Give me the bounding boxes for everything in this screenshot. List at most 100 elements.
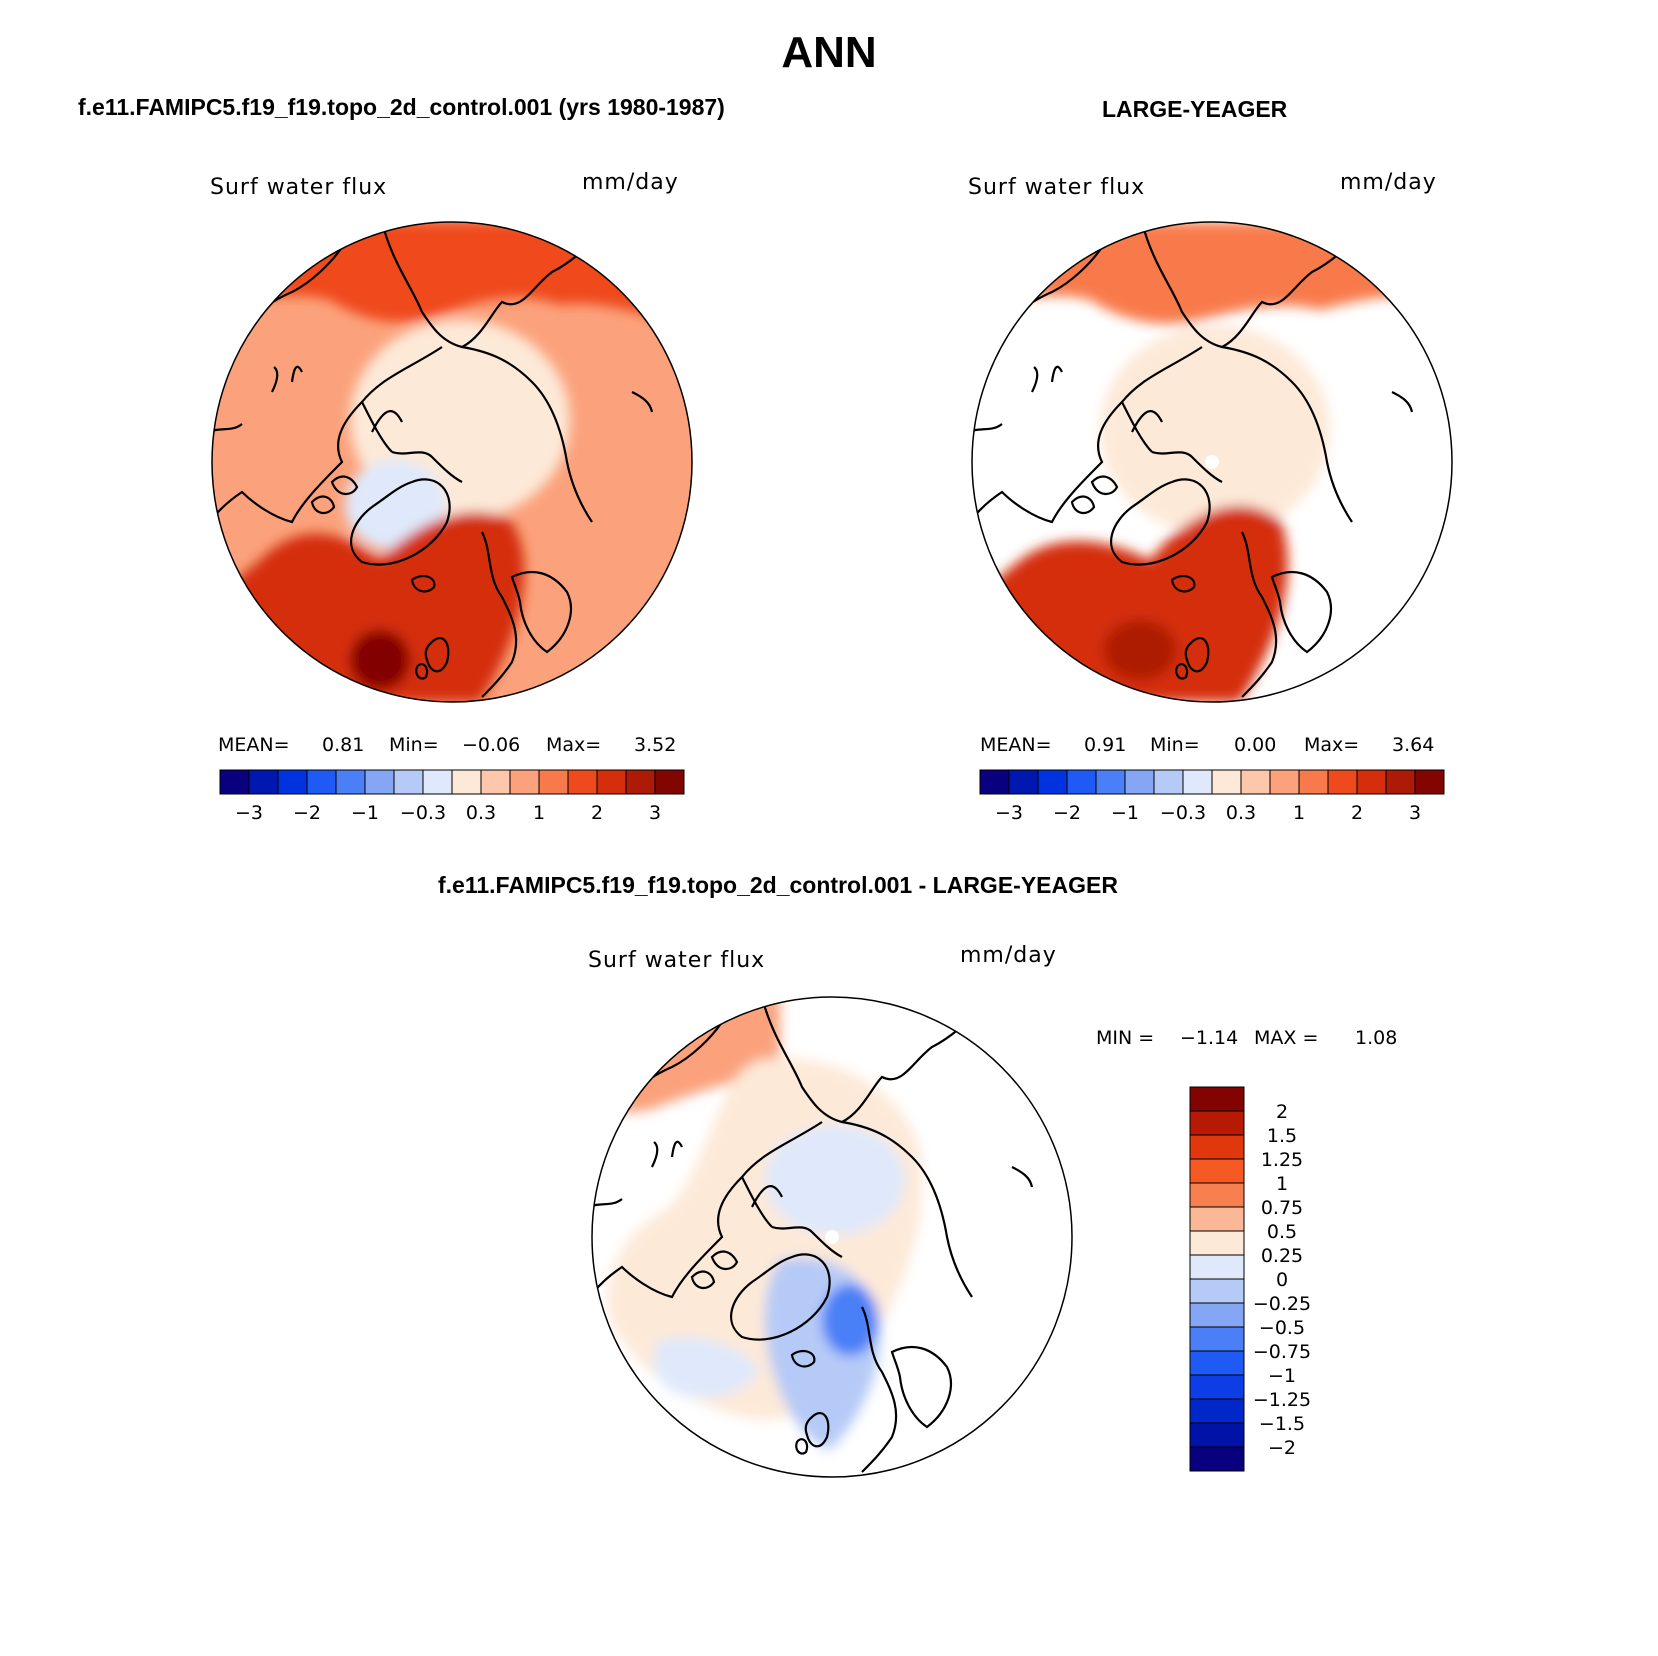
panel-c-min-value: −1.14	[1180, 1027, 1239, 1049]
colorbar-b-swatch	[1414, 769, 1445, 795]
colorbar-b-swatch	[1124, 769, 1155, 795]
colorbar-b-tick-label: 0.3	[1226, 802, 1256, 824]
colorbar-c-tick-label: 0.5	[1267, 1221, 1297, 1243]
colorbar-c-tick-label: −1.25	[1253, 1389, 1311, 1411]
colorbar-b-swatch	[1269, 769, 1300, 795]
colorbar-c-swatch	[1189, 1350, 1245, 1376]
panel-a-variable-label: Surf water flux	[210, 175, 388, 200]
panel-c-variable-label: Surf water flux	[588, 948, 766, 973]
colorbar-a-swatch	[248, 769, 279, 795]
panel-b-units-label: mm/day	[1340, 170, 1437, 195]
colorbar-b-swatch	[1298, 769, 1329, 795]
panel-a-mean-label: MEAN=	[218, 734, 290, 756]
panel-b-variable-label: Surf water flux	[968, 175, 1146, 200]
colorbar-a-swatch	[335, 769, 366, 795]
colorbar-c-tick-label: −0.75	[1253, 1341, 1311, 1363]
colorbar-c-swatch	[1189, 1158, 1245, 1184]
colorbar-c-tick-label: 1	[1276, 1173, 1288, 1195]
colorbar-c-tick-label: 0.25	[1261, 1245, 1303, 1267]
colorbar-a-swatch	[654, 769, 685, 795]
colorbar-c-tick-label: 2	[1276, 1101, 1288, 1123]
colorbar-a-swatch	[277, 769, 308, 795]
colorbar-a-swatch	[625, 769, 656, 795]
colorbar-a-tick-label: −0.3	[400, 802, 446, 824]
colorbar-b-tick-label: −3	[995, 802, 1023, 824]
panel-b-mean-value: 0.91	[1084, 734, 1127, 756]
panel-a-title: f.e11.FAMIPC5.f19_f19.topo_2d_control.00…	[78, 94, 725, 120]
colorbar-b-swatch	[1095, 769, 1126, 795]
colorbar-c-swatch	[1189, 1134, 1245, 1160]
colorbar-b-tick-label: 2	[1351, 802, 1363, 824]
colorbar-a-swatch	[567, 769, 598, 795]
figure-title: ANN	[781, 28, 877, 77]
panel-b-min-label: Min=	[1150, 734, 1200, 756]
panel-c-map	[592, 997, 1072, 1477]
colorbar-c-swatch	[1189, 1206, 1245, 1232]
panel-a-max-label: Max=	[546, 734, 602, 756]
panel-a-max-value: 3.52	[634, 734, 677, 756]
colorbar-b-tick-label: 3	[1409, 802, 1421, 824]
colorbar-b-tick-label: −1	[1111, 802, 1139, 824]
colorbar-b-swatch	[1037, 769, 1068, 795]
colorbar-c-tick-label: 0	[1276, 1269, 1288, 1291]
colorbar-b-swatch	[1385, 769, 1416, 795]
colorbar-a-swatch	[538, 769, 569, 795]
colorbar-c-swatch	[1189, 1230, 1245, 1256]
colorbar-a-tick-label: 3	[649, 802, 661, 824]
colorbar-a-swatch	[422, 769, 453, 795]
colorbar-c-swatch	[1189, 1446, 1245, 1472]
colorbar-a-swatch	[596, 769, 627, 795]
colorbar-a-swatch	[364, 769, 395, 795]
colorbar-a-tick-label: −2	[293, 802, 321, 824]
colorbar-a-tick-label: −1	[351, 802, 379, 824]
panel-c-min-label: MIN =	[1096, 1027, 1155, 1049]
colorbar-b-swatch	[1327, 769, 1358, 795]
colorbar-b-tick-label: −2	[1053, 802, 1081, 824]
colorbar-b-swatch	[1008, 769, 1039, 795]
colorbar-c-swatch	[1189, 1374, 1245, 1400]
panel-a-units-label: mm/day	[582, 170, 679, 195]
colorbar-c-swatch	[1189, 1182, 1245, 1208]
colorbar-c-swatch	[1189, 1422, 1245, 1448]
colorbar-c-tick-label: −1.5	[1259, 1413, 1305, 1435]
panel-b-min-value: 0.00	[1234, 734, 1277, 756]
colorbar-a-tick-label: 0.3	[466, 802, 496, 824]
panel-a-min-label: Min=	[389, 734, 439, 756]
panel-b-mean-label: MEAN=	[980, 734, 1052, 756]
colorbar-c-tick-label: −0.25	[1253, 1293, 1311, 1315]
colorbar-c-swatch	[1189, 1302, 1245, 1328]
colorbar-c-swatch	[1189, 1326, 1245, 1352]
colorbar-a-swatch	[393, 769, 424, 795]
colorbar-a-swatch	[451, 769, 482, 795]
panel-a-mean-value: 0.81	[322, 734, 365, 756]
colorbar-c-swatch	[1189, 1086, 1245, 1112]
colorbar-c-tick-label: 1.5	[1267, 1125, 1297, 1147]
panel-b-max-label: Max=	[1304, 734, 1360, 756]
colorbar-c-tick-label: −2	[1268, 1437, 1296, 1459]
colorbar-a-tick-label: −3	[235, 802, 263, 824]
colorbar-c-tick-label: −0.5	[1259, 1317, 1305, 1339]
colorbar-c-tick-label: −1	[1268, 1365, 1296, 1387]
colorbar-c-tick-label: 0.75	[1261, 1197, 1303, 1219]
colorbar-a-swatch	[219, 769, 250, 795]
colorbar-b-swatch	[1211, 769, 1242, 795]
colorbar-a-swatch	[480, 769, 511, 795]
colorbar-c-swatch	[1189, 1278, 1245, 1304]
colorbar-a-swatch	[306, 769, 337, 795]
colorbar-b-swatch	[1182, 769, 1213, 795]
colorbar-a-tick-label: 2	[591, 802, 603, 824]
colorbar-b-swatch	[1356, 769, 1387, 795]
colorbar-c-swatch	[1189, 1398, 1245, 1424]
colorbar-b-tick-label: 1	[1293, 802, 1305, 824]
colorbar-b-swatch	[1066, 769, 1097, 795]
panel-b-title: LARGE-YEAGER	[1102, 96, 1288, 122]
colorbar-a-tick-label: 1	[533, 802, 545, 824]
colorbar-c-swatch	[1189, 1110, 1245, 1136]
colorbar-a-swatch	[509, 769, 540, 795]
colorbar-b-tick-label: −0.3	[1160, 802, 1206, 824]
colorbar-b-swatch	[1153, 769, 1184, 795]
colorbar-c-swatch	[1189, 1254, 1245, 1280]
panel-c-max-label: MAX =	[1254, 1027, 1319, 1049]
